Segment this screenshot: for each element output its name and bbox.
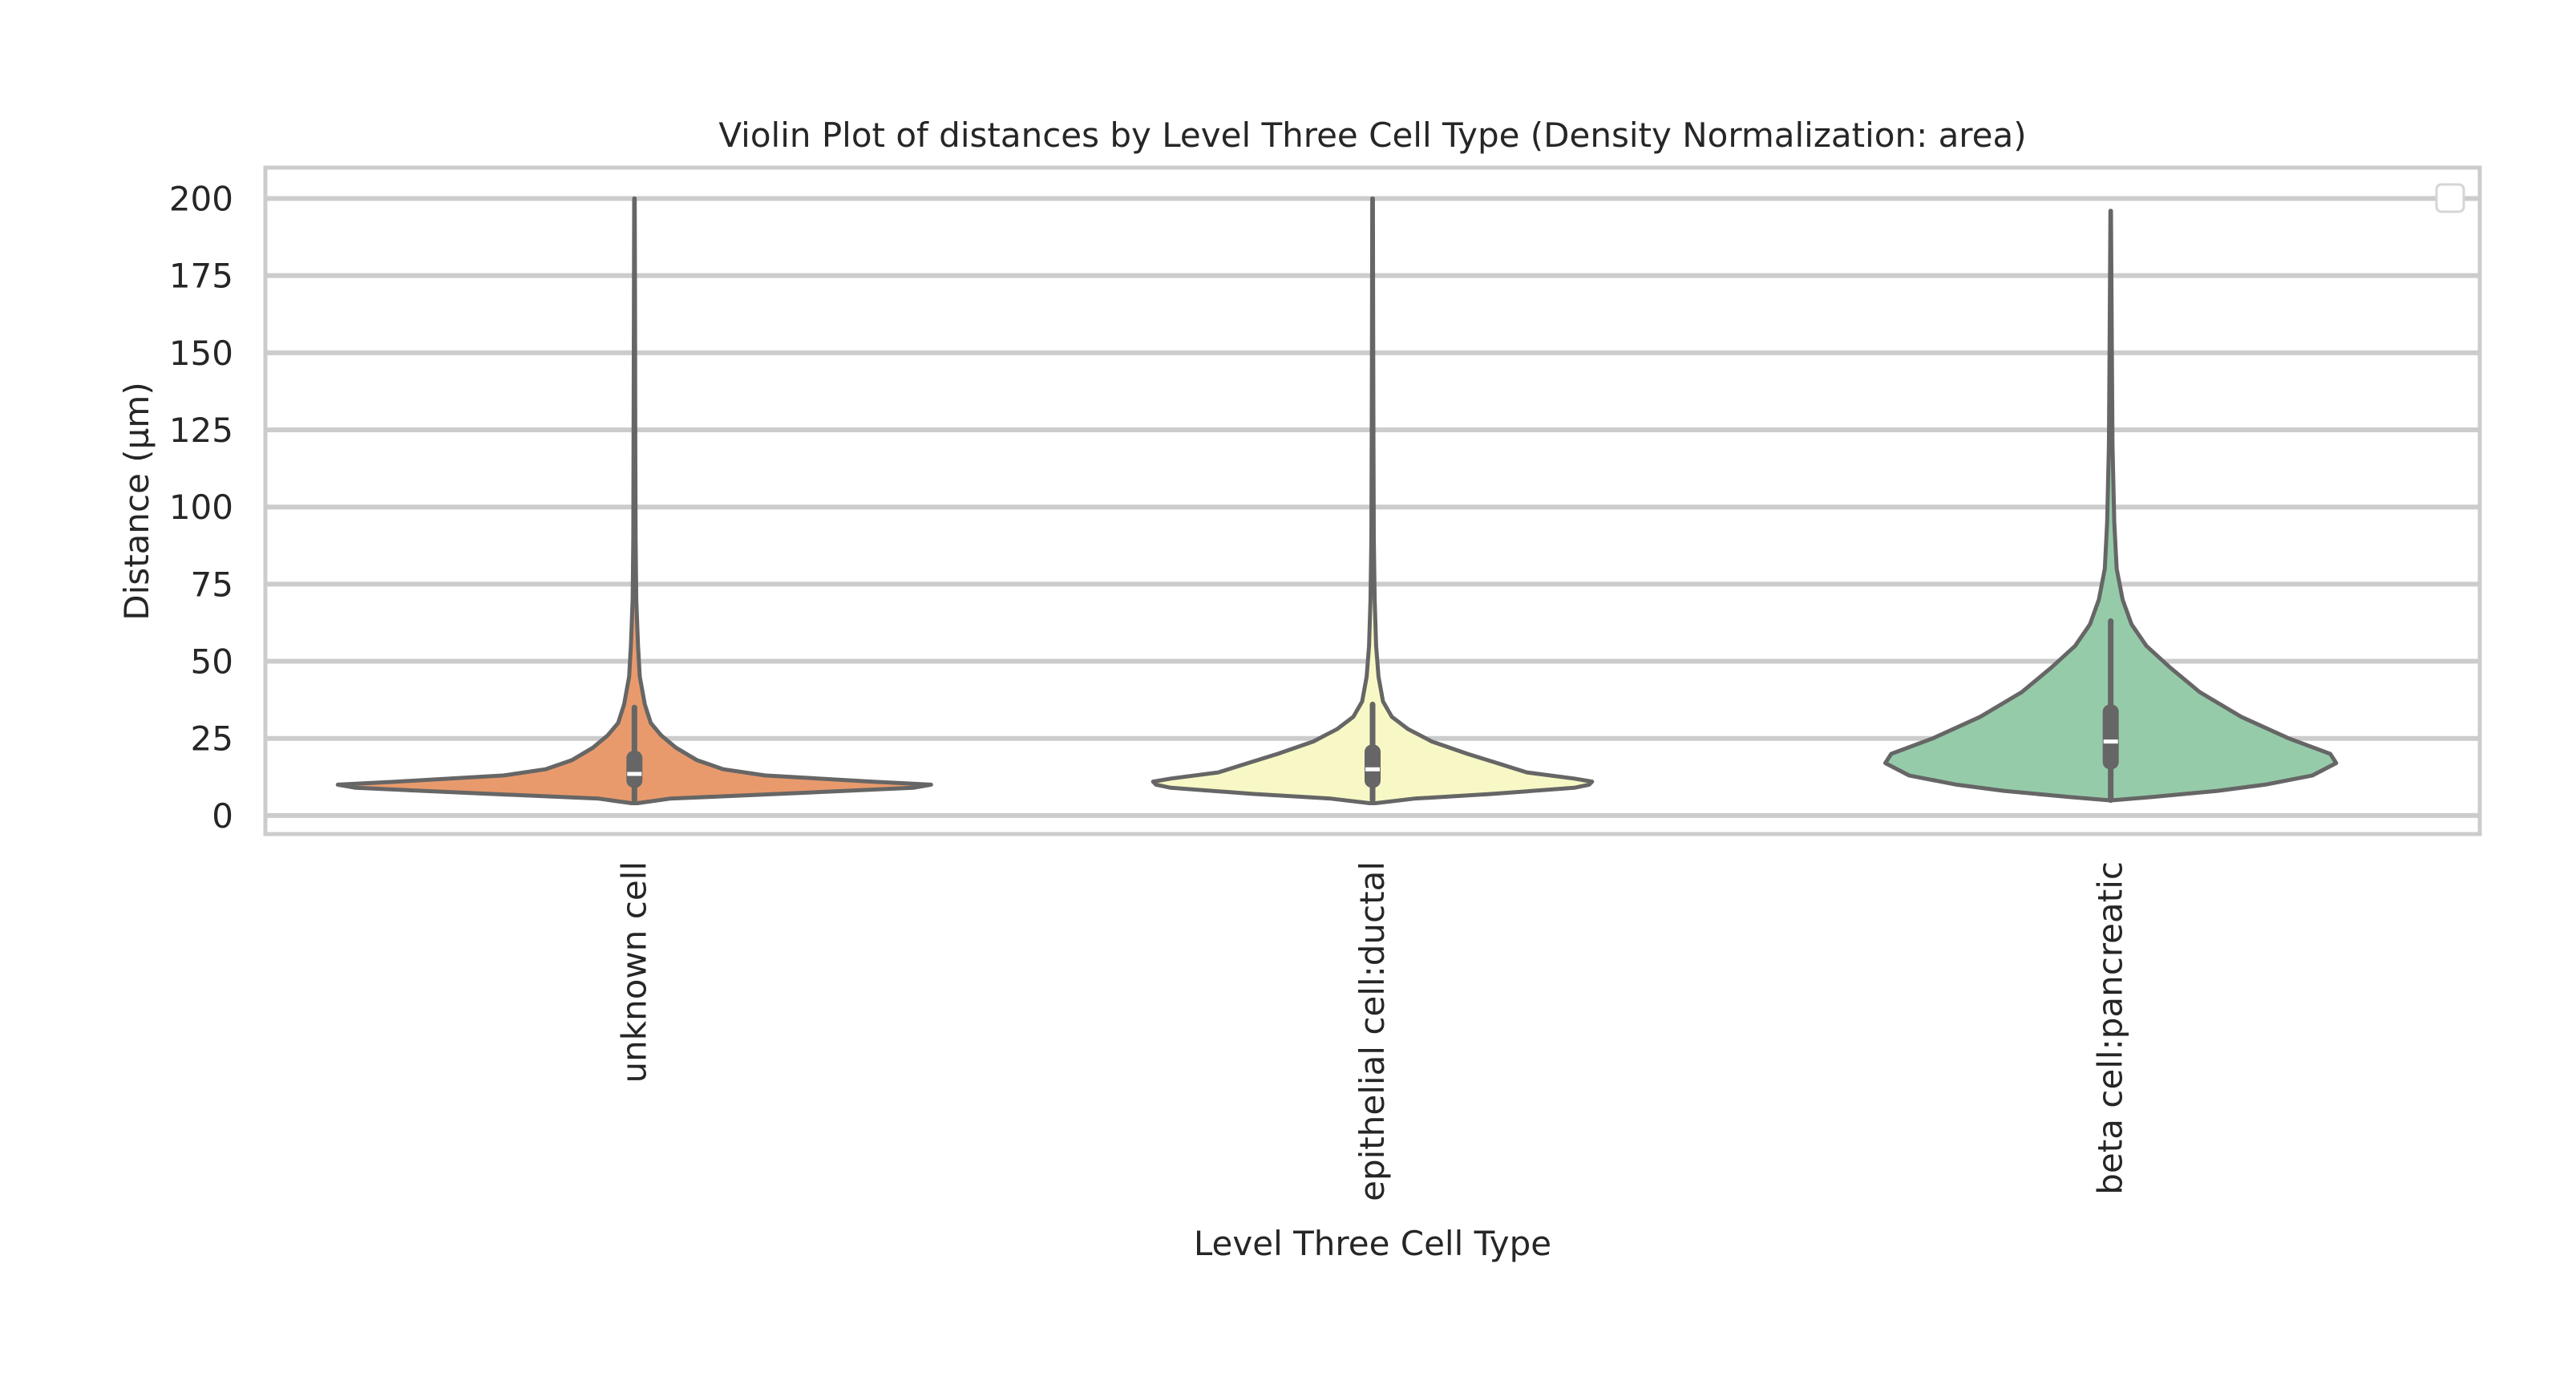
x-tick-label: beta cell:pancreatic <box>2091 861 2130 1195</box>
y-tick-label: 0 <box>212 796 233 836</box>
y-tick-label: 175 <box>169 257 233 296</box>
violin-2 <box>1151 196 1595 805</box>
y-axis-label: Distance (µm) <box>117 382 156 620</box>
y-tick-label: 150 <box>169 334 233 373</box>
x-tick-labels: unknown cell epithelial cell:ductal beta c… <box>614 861 2129 1201</box>
violin-iqr-box <box>1365 744 1381 788</box>
plot-frame <box>263 165 2482 836</box>
x-axis-label: Level Three Cell Type <box>1194 1224 1551 1263</box>
violin-iqr-box <box>626 751 643 788</box>
x-tick-label: unknown cell <box>614 861 653 1083</box>
y-tick-label: 200 <box>169 179 233 218</box>
y-tick-label: 125 <box>169 411 233 450</box>
violin-body <box>335 196 933 805</box>
violin-iqr-box <box>2102 704 2119 770</box>
y-tick-labels: 0 25 50 75 100 125 150 175 200 <box>169 179 233 835</box>
y-tick-label: 100 <box>169 488 233 527</box>
legend-box <box>2435 183 2465 213</box>
violin-3 <box>1883 209 2339 804</box>
violin-body <box>1151 196 1595 805</box>
chart-title: Violin Plot of distances by Level Three … <box>718 115 2026 155</box>
y-tick-label: 75 <box>191 565 233 604</box>
violin-1 <box>335 196 933 805</box>
violin-layer <box>335 196 2339 805</box>
violin-body <box>1883 209 2339 803</box>
y-tick-label: 25 <box>191 719 233 759</box>
x-tick-label: epithelial cell:ductal <box>1353 861 1392 1201</box>
y-tick-label: 50 <box>191 642 233 682</box>
